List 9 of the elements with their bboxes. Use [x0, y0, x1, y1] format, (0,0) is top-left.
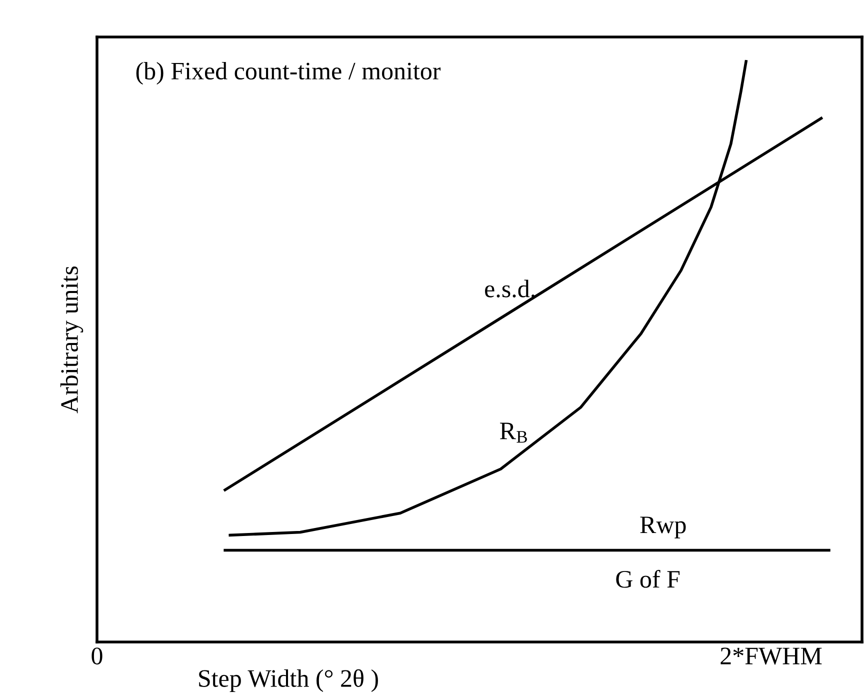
- x-tick-label: 0: [92, 648, 102, 664]
- series-label: R$_{B}$: [500, 422, 527, 443]
- series-label: Rwp: [640, 516, 686, 538]
- annotation: G of F: [616, 570, 680, 588]
- x-axis-title: Step Width (° 2θ ): [199, 669, 378, 692]
- x-tick-label: 2*FWHM: [720, 648, 822, 665]
- chart-title: (b) Fixed count-time / monitor: [136, 62, 441, 85]
- series-label: e.s.d.: [485, 280, 534, 298]
- y-axis-title: Arbitrary units: [60, 266, 84, 414]
